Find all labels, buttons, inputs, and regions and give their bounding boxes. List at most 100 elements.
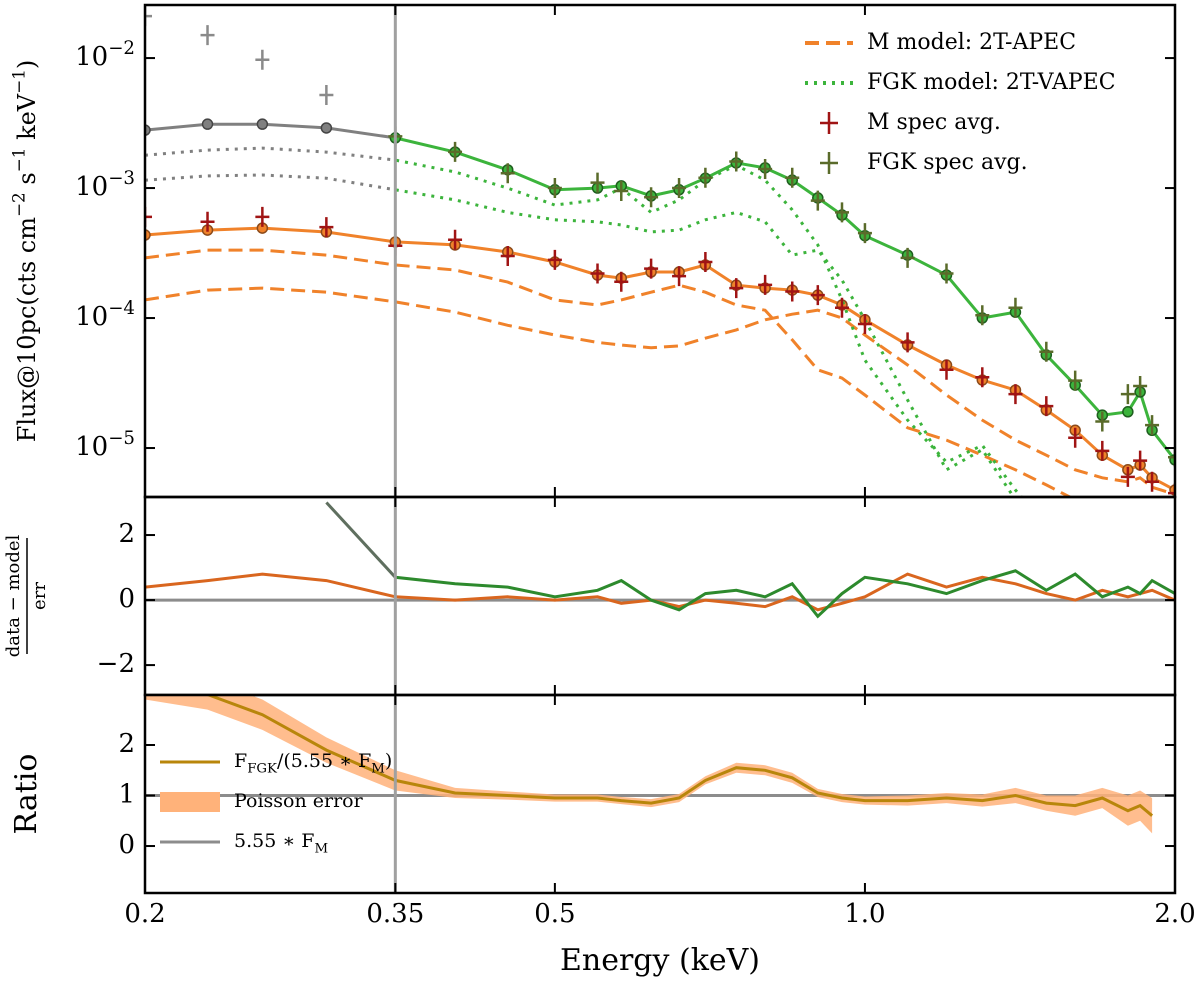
spectrum-point bbox=[1145, 415, 1160, 436]
spectrum-point bbox=[1039, 341, 1054, 362]
x-axis-label: Energy (keV) bbox=[560, 943, 760, 978]
plot-area bbox=[145, 501, 1175, 619]
y-tick-label: 0 bbox=[118, 584, 135, 614]
spectrum-point bbox=[785, 281, 800, 302]
spectrum-point bbox=[448, 229, 463, 250]
model-point bbox=[320, 122, 333, 134]
spectrum-point bbox=[145, 206, 152, 227]
spectrum-point bbox=[200, 211, 215, 232]
spectrum-point bbox=[319, 217, 334, 238]
spectrum-point bbox=[975, 367, 990, 388]
spectrum-point bbox=[857, 223, 872, 244]
legend-label: M model: 2T-APEC bbox=[867, 30, 1076, 55]
legend-label: FGK spec avg. bbox=[867, 150, 1028, 175]
spectrum-point bbox=[1008, 297, 1023, 318]
model-point bbox=[1122, 406, 1134, 418]
x-tick-label: 1.0 bbox=[844, 899, 885, 929]
frame bbox=[143, 693, 1177, 895]
spectrum-point bbox=[590, 263, 605, 284]
spectrum-point bbox=[614, 271, 629, 292]
series-line bbox=[325, 501, 1175, 619]
spectrum-point bbox=[500, 246, 515, 267]
y-tick-label: 0 bbox=[118, 830, 135, 860]
spectrum-point bbox=[1168, 483, 1175, 497]
spectrum-point bbox=[1120, 384, 1135, 405]
spectrum-point bbox=[810, 285, 825, 306]
spectrum-point bbox=[1095, 411, 1110, 432]
y-tick-label: 2 bbox=[118, 519, 135, 549]
spectrum-point bbox=[900, 332, 915, 353]
spectrum-point bbox=[448, 141, 463, 162]
spectrum-point bbox=[1008, 384, 1023, 405]
legend-label: FFGK/(5.55 ∗ FM) bbox=[234, 750, 392, 776]
frame bbox=[143, 495, 1177, 697]
spectrum-point bbox=[1068, 427, 1083, 448]
legend-label: FGK model: 2T-VAPEC bbox=[867, 70, 1116, 95]
spectrum-point bbox=[1145, 471, 1160, 492]
spectrum-point bbox=[939, 263, 954, 284]
spectrum-point bbox=[834, 297, 849, 318]
spectrum-point bbox=[1068, 370, 1083, 391]
spectrum-point bbox=[500, 163, 515, 184]
spectrum-point bbox=[698, 251, 713, 272]
model-point bbox=[256, 118, 269, 130]
spectrum-point bbox=[758, 274, 773, 295]
plot-area bbox=[145, 695, 1175, 834]
spectrum-point bbox=[145, 6, 152, 27]
y-axis-label: Flux@10pc(cts cm−2 s−1 keV−1) bbox=[8, 60, 40, 443]
plot-area bbox=[145, 6, 1175, 497]
y-axis-label: Ratio bbox=[9, 754, 44, 835]
y-tick-label: 10−5 bbox=[75, 428, 135, 462]
spectrum-point bbox=[614, 180, 629, 201]
series-line bbox=[201, 695, 1154, 817]
y-tick-label: −2 bbox=[97, 649, 135, 679]
y-tick-label: 2 bbox=[118, 729, 135, 759]
spectrum-point bbox=[939, 359, 954, 380]
spectrum-point bbox=[255, 206, 270, 227]
spectrum-point bbox=[698, 167, 713, 188]
legend-label: M spec avg. bbox=[867, 110, 1001, 135]
spectrum-point bbox=[729, 151, 744, 172]
series-line bbox=[145, 122, 1175, 461]
series-line bbox=[145, 226, 1175, 492]
spectrum-point bbox=[810, 190, 825, 211]
legend-label: 5.55 ∗ FM bbox=[234, 830, 328, 856]
spectrum-point bbox=[644, 187, 659, 208]
spectrum-point bbox=[900, 247, 915, 268]
spectrum-point bbox=[1168, 447, 1175, 468]
x-tick-label: 2.0 bbox=[1154, 899, 1195, 929]
model-component bbox=[145, 146, 1024, 497]
spectrum-point bbox=[1133, 376, 1148, 397]
y-tick-label: 10−2 bbox=[75, 38, 135, 72]
x-tick-label: 0.5 bbox=[534, 899, 575, 929]
spectrum-point bbox=[672, 266, 687, 287]
spectrum-point bbox=[834, 202, 849, 223]
y-axis-label: data − model bbox=[3, 534, 24, 657]
spectrum-point bbox=[319, 84, 334, 105]
spectrum-point bbox=[785, 167, 800, 188]
spectrum-point bbox=[1120, 466, 1135, 487]
y-tick-label: 10−4 bbox=[75, 298, 135, 332]
spectrum-point bbox=[200, 25, 215, 46]
spectrum-point bbox=[590, 172, 605, 193]
legend-swatch bbox=[820, 152, 838, 174]
y-axis-label: err bbox=[29, 582, 50, 610]
model-component bbox=[145, 286, 1175, 496]
y-tick-label: 10−3 bbox=[75, 168, 135, 202]
y-tick-label: 1 bbox=[118, 780, 135, 810]
series-line bbox=[145, 572, 1175, 612]
legend-swatch bbox=[160, 792, 220, 812]
x-tick-label: 0.35 bbox=[366, 899, 424, 929]
spectrum-point bbox=[1039, 396, 1054, 417]
legend-swatch bbox=[820, 112, 838, 134]
spectrum-point bbox=[1095, 440, 1110, 461]
spectrum-point bbox=[729, 278, 744, 299]
spectrum-point bbox=[975, 305, 990, 326]
spectrum-point bbox=[758, 159, 773, 180]
legend-label: Poisson error bbox=[234, 790, 364, 812]
spectrum-point bbox=[857, 313, 872, 334]
error-band bbox=[145, 695, 1153, 834]
spectrum-point bbox=[255, 49, 270, 70]
spectrum-point bbox=[644, 258, 659, 279]
